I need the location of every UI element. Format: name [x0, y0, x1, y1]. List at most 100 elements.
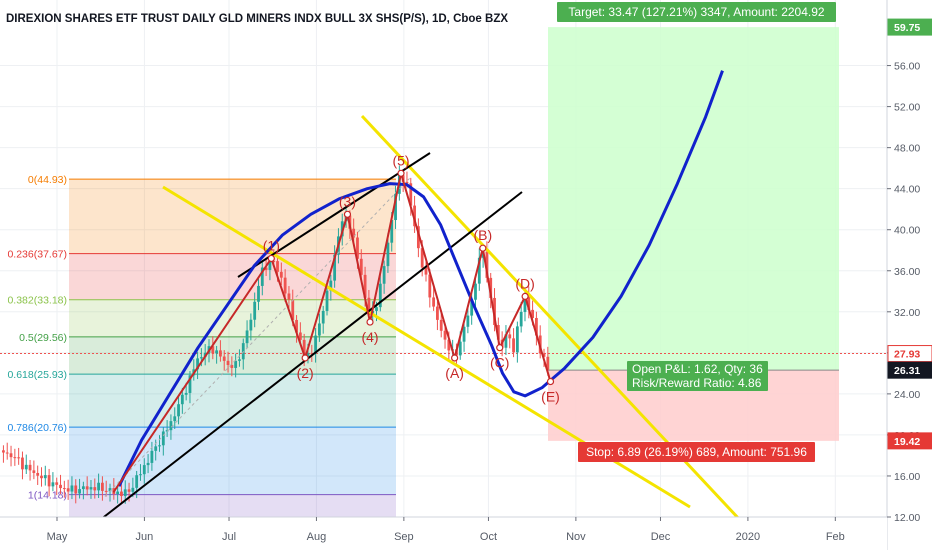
- stop-label-text: Stop: 6.89 (26.19%) 689, Amount: 751.96: [586, 445, 807, 459]
- fib-band: [69, 427, 396, 495]
- candle-body: [420, 248, 424, 268]
- candle-body: [169, 421, 173, 431]
- price-badge[interactable]: [887, 432, 932, 450]
- candle-body: [424, 267, 428, 275]
- candle-body: [512, 338, 515, 353]
- candle-body: [9, 453, 13, 458]
- wave-point: [496, 344, 504, 352]
- candle-body: [359, 258, 363, 275]
- projection-curve[interactable]: [117, 70, 724, 487]
- price-tick-label: 40.00: [894, 225, 920, 237]
- elliott-wave[interactable]: (1) (2) (3) (4) (5) (A) (B) (C) (D) (E): [112, 152, 560, 493]
- candle-body: [32, 470, 36, 473]
- candle-body: [268, 261, 272, 270]
- candle-body: [47, 475, 51, 487]
- price-tick-label: 52.00: [894, 102, 920, 114]
- wave-label: (1): [263, 237, 280, 253]
- candle-body: [97, 482, 100, 491]
- candle-body: [2, 450, 5, 453]
- candle-body: [496, 325, 500, 340]
- target-label: Target: 33.47 (127.21%) 3347, Amount: 22…: [557, 2, 836, 22]
- candle-body: [13, 457, 17, 459]
- candle-body: [394, 193, 397, 221]
- candle-body: [310, 353, 314, 355]
- fib-level-label: 0(44.93): [28, 174, 67, 186]
- wave-point: [301, 354, 309, 362]
- candle-body: [409, 183, 413, 206]
- wave-label: (E): [541, 389, 560, 405]
- candle-body: [180, 394, 184, 405]
- price-tick-label: 12.00: [894, 512, 920, 524]
- candle-body: [333, 254, 337, 281]
- candle-body: [405, 181, 409, 184]
- candle-body: [139, 474, 142, 476]
- candle-body: [477, 257, 481, 284]
- fib-level-label: 0.618(25.93): [7, 369, 67, 381]
- candle-body: [272, 261, 276, 263]
- wave-point: [479, 244, 487, 252]
- fib-band: [69, 299, 396, 337]
- time-tick-label: Jun: [136, 531, 154, 543]
- candle-body: [474, 283, 477, 300]
- price-axis[interactable]: 12.0016.0020.0024.0028.0032.0036.0040.00…: [886, 0, 932, 550]
- time-axis[interactable]: May Jun Jul Aug Sep Oct Nov Dec 2020 Feb: [0, 516, 887, 550]
- candle-body: [546, 356, 550, 370]
- candle-body: [508, 334, 512, 339]
- candle-body: [519, 311, 523, 327]
- candle-body: [215, 350, 219, 354]
- target-label-box: [557, 2, 836, 22]
- candle-body: [108, 488, 112, 492]
- black-channel-lower[interactable]: [99, 191, 523, 521]
- candle-body: [199, 357, 203, 359]
- price-badge[interactable]: [887, 345, 932, 363]
- dashed-projection-line[interactable]: [104, 178, 410, 497]
- wave-point: [366, 318, 374, 326]
- candle-body: [314, 335, 317, 354]
- price-tick-label: 16.00: [894, 471, 920, 483]
- candle-body: [21, 457, 24, 470]
- candle-body: [279, 271, 283, 278]
- candle-body: [5, 452, 9, 454]
- candle-body: [329, 280, 333, 291]
- candle-body: [436, 306, 439, 320]
- candle-body: [28, 464, 32, 471]
- wave-label: (C): [490, 355, 509, 371]
- candle-body: [515, 326, 519, 353]
- fibonacci-retracement[interactable]: 0(44.93) 0.236(37.67) 0.382(33.18) 0.5(29.5…: [7, 174, 396, 517]
- fib-band: [69, 494, 396, 517]
- candle-body: [154, 446, 158, 451]
- candle-body: [443, 330, 447, 340]
- candle-body: [116, 491, 120, 494]
- candle-body: [36, 472, 40, 476]
- time-tick-label: Jul: [222, 531, 236, 543]
- time-axis-bg: [0, 517, 887, 550]
- candle-body: [161, 431, 165, 446]
- candle-body: [291, 299, 295, 320]
- candle-body: [356, 237, 359, 259]
- candle-body: [234, 360, 238, 368]
- candle-body: [43, 475, 47, 479]
- target-zone[interactable]: [548, 27, 839, 371]
- candle-body: [241, 343, 245, 360]
- time-tick-label: 2020: [736, 531, 760, 543]
- candle-body: [85, 486, 89, 490]
- candle-body: [283, 277, 287, 294]
- pnl-box: [627, 361, 768, 391]
- candle-body: [352, 228, 356, 238]
- price-tick-label: 32.00: [894, 307, 920, 319]
- candle-body: [219, 350, 222, 357]
- candle-body: [302, 339, 306, 357]
- candle-body: [466, 315, 470, 327]
- candle-body: [260, 267, 264, 286]
- candle-body: [439, 319, 443, 331]
- wave-label: (3): [339, 193, 356, 209]
- candle-body: [367, 297, 371, 315]
- fib-level-label: 0.786(20.76): [7, 422, 67, 434]
- price-badge[interactable]: [887, 18, 932, 36]
- candle-body: [226, 360, 230, 365]
- price-badge[interactable]: [887, 361, 932, 379]
- candle-body: [295, 319, 298, 333]
- candle-body: [158, 445, 161, 447]
- wave-point: [343, 210, 352, 218]
